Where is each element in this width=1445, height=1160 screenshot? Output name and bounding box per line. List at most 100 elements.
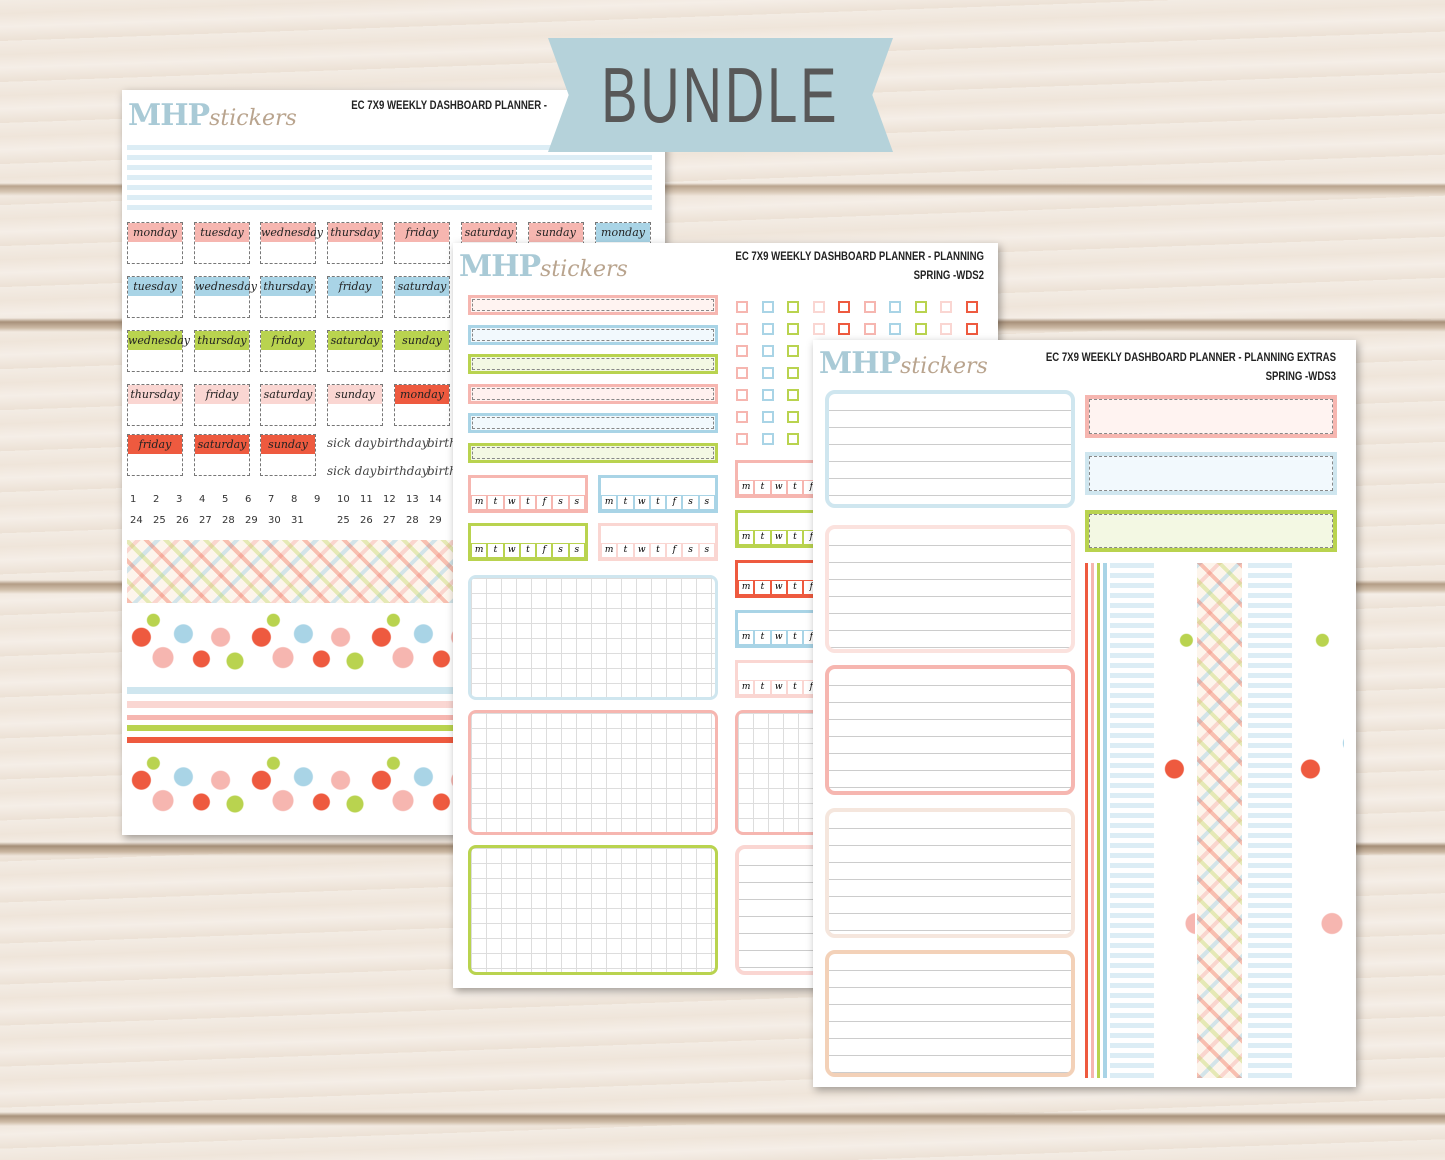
day-label: friday (395, 223, 449, 242)
logo-text: MHP (819, 346, 901, 381)
weekday-letter: t (618, 496, 633, 509)
logo-script: stickers (209, 106, 297, 131)
day-label: wednesday (128, 331, 190, 350)
weekday-letter: t (755, 581, 770, 594)
day-sticker: friday (127, 434, 183, 476)
floral-strip-vertical (1110, 563, 1154, 1078)
date-number: 28 (222, 515, 235, 526)
weekday-letter: t (488, 496, 503, 509)
day-label: friday (195, 385, 249, 404)
weekday-letter: f (537, 496, 552, 509)
weekday-letter: s (553, 544, 568, 557)
day-label: thursday (328, 223, 382, 242)
floral-strip-vertical (1160, 563, 1195, 1078)
date-number: 28 (406, 515, 419, 526)
weekday-letter: w (504, 544, 519, 557)
day-label: monday (596, 223, 650, 242)
day-sticker: friday (194, 384, 250, 426)
title-line-2: SPRING -WDS3 (1265, 369, 1336, 383)
weekday-letter: t (755, 481, 770, 494)
plaid-strip-vertical (1197, 563, 1242, 1078)
day-sticker: monday (127, 222, 183, 264)
date-number: 3 (176, 494, 183, 505)
checkbox-sticker (761, 323, 774, 335)
bundle-label: BUNDLE (601, 50, 840, 139)
weekday-letter: s (553, 496, 568, 509)
checkbox-sticker (787, 389, 799, 401)
floral-strip-vertical (1248, 563, 1292, 1078)
checkbox-sticker (736, 433, 748, 445)
day-label: sunday (261, 435, 315, 454)
day-label: monday (395, 385, 449, 404)
date-number: 2 (153, 494, 160, 505)
day-sticker: sunday (260, 434, 316, 476)
event-label: sick day (327, 464, 377, 478)
checkbox-sticker (940, 301, 952, 313)
day-sticker: wednesday (260, 222, 323, 264)
lined-notes-box (825, 390, 1075, 508)
day-sticker: friday (260, 330, 316, 372)
date-number: 1 (130, 494, 137, 505)
header-bar (468, 354, 718, 374)
weekday-letter: m (602, 544, 617, 557)
checkbox-sticker (761, 301, 774, 313)
checkbox-sticker (787, 433, 799, 445)
lined-notes-box (825, 950, 1075, 1077)
day-label: tuesday (195, 223, 249, 242)
title-line-2: SPRING -WDS2 (913, 268, 984, 282)
day-sticker: thursday (194, 330, 250, 372)
weekday-letter: w (634, 544, 649, 557)
day-sticker: tuesday (127, 276, 183, 318)
weekday-letter: w (634, 496, 649, 509)
brand-logo: MHPstickers (128, 98, 297, 133)
checkbox-sticker (736, 367, 748, 379)
date-number: 26 (176, 515, 189, 526)
date-number: 11 (360, 494, 373, 505)
checkbox-sticker (736, 389, 748, 401)
logo-text: MHP (128, 98, 210, 133)
day-label: wednesday (261, 223, 323, 242)
weekday-letter: m (739, 531, 754, 544)
day-label: thursday (261, 277, 315, 296)
sheet-title: EC 7X9 WEEKLY DASHBOARD PLANNER - PLANNI… (936, 348, 1336, 386)
checkbox-sticker (889, 301, 901, 313)
logo-script: stickers (540, 257, 628, 282)
checkbox-sticker (838, 323, 850, 335)
day-sticker: sunday (327, 384, 383, 426)
color-stripe-strip (1085, 563, 1107, 1078)
brand-logo: MHPstickers (819, 346, 988, 381)
day-label: saturday (195, 435, 249, 454)
weekday-letter: t (618, 544, 633, 557)
weekday-letter: w (504, 496, 519, 509)
weekday-letter: m (739, 631, 754, 644)
checkbox-sticker (761, 367, 774, 379)
checkbox-sticker (965, 323, 978, 335)
day-label: sunday (395, 331, 449, 350)
sticker-sheet-1: MHPstickers EC 7X9 WEEKLY DASHBOARD PLAN… (122, 90, 665, 835)
checkbox-sticker (736, 323, 748, 335)
day-sticker: wednesday (194, 276, 257, 318)
day-label: friday (128, 435, 182, 454)
weekday-letter: m (472, 496, 487, 509)
date-number: 30 (268, 515, 281, 526)
weekday-letter: w (771, 631, 786, 644)
checkbox-sticker (736, 411, 748, 423)
event-label: birthday (377, 436, 429, 450)
day-sticker: friday (394, 222, 450, 264)
grid-box (468, 845, 718, 975)
day-sticker: thursday (127, 384, 183, 426)
day-sticker: saturday (394, 276, 450, 318)
weekday-letter: s (699, 496, 714, 509)
sheet-title: EC 7X9 WEEKLY DASHBOARD PLANNER - PLANNI… (584, 247, 984, 285)
floral-strip-vertical (1296, 563, 1344, 1078)
day-label: friday (328, 277, 382, 296)
checkbox-sticker (761, 389, 774, 401)
checkbox-sticker (761, 433, 774, 445)
checkbox-sticker (736, 301, 748, 313)
sheet-title: EC 7X9 WEEKLY DASHBOARD PLANNER - (351, 98, 547, 112)
lined-notes-box (825, 665, 1075, 795)
header-bar (468, 442, 718, 463)
checkbox-sticker (812, 323, 825, 335)
